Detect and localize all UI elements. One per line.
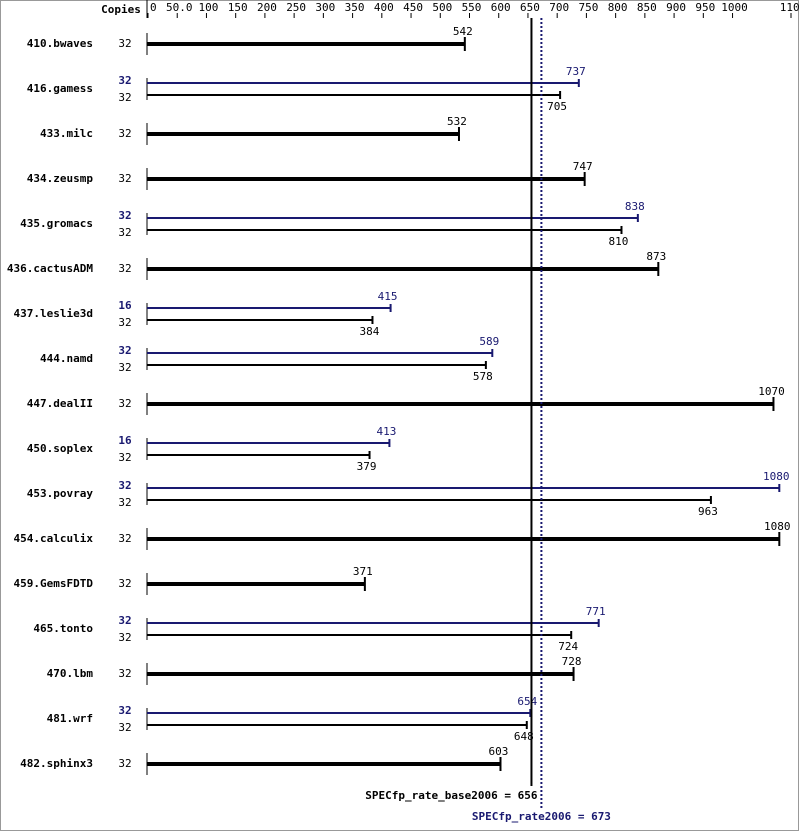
benchmark-label: 410.bwaves	[27, 37, 93, 50]
benchmark-label: 436.cactusADM	[7, 262, 93, 275]
copies-label: 32	[118, 721, 131, 734]
copies-label: 32	[118, 532, 131, 545]
x-tick-label: 100	[199, 1, 219, 14]
copies-label: 32	[118, 127, 131, 140]
value-label: 371	[353, 565, 373, 578]
x-tick-label: 650	[520, 1, 540, 14]
x-tick-label: 900	[666, 1, 686, 14]
benchmark-label: 433.milc	[40, 127, 93, 140]
benchmark-label: 482.sphinx3	[20, 757, 93, 770]
value-label: 1070	[758, 385, 785, 398]
x-tick-label: 450	[403, 1, 423, 14]
x-tick-label: 600	[491, 1, 511, 14]
value-label: 578	[473, 370, 493, 383]
benchmark-label: 470.lbm	[47, 667, 94, 680]
value-label: 810	[609, 235, 629, 248]
copies-label: 32	[118, 577, 131, 590]
copies-label: 32	[118, 361, 131, 374]
x-tick-label: 1000	[721, 1, 748, 14]
value-label: 648	[514, 730, 534, 743]
value-label: 1080	[763, 470, 790, 483]
x-tick-label: 200	[257, 1, 277, 14]
copies-label: 32	[118, 37, 131, 50]
value-label: 873	[646, 250, 666, 263]
copies-label: 16	[118, 299, 132, 312]
copies-label: 32	[118, 614, 131, 627]
x-tick-label: 250	[286, 1, 306, 14]
copies-label: 32	[118, 209, 131, 222]
x-tick-label: 700	[549, 1, 569, 14]
copies-label: 32	[118, 262, 131, 275]
x-tick-label: 150	[228, 1, 248, 14]
copies-label: 32	[118, 704, 131, 717]
value-label: 379	[357, 460, 377, 473]
x-tick-label: 800	[608, 1, 628, 14]
value-label: 589	[479, 335, 499, 348]
x-tick-label: 500	[432, 1, 452, 14]
reference-label: SPECfp_rate_base2006 = 656	[365, 789, 538, 802]
x-tick-label: 550	[462, 1, 482, 14]
value-label: 747	[573, 160, 593, 173]
copies-label: 32	[118, 344, 131, 357]
value-label: 415	[378, 290, 398, 303]
copies-label: 32	[118, 226, 131, 239]
value-label: 724	[558, 640, 578, 653]
value-label: 603	[489, 745, 509, 758]
x-tick-label: 350	[345, 1, 365, 14]
value-label: 384	[360, 325, 380, 338]
copies-label: 32	[118, 496, 131, 509]
value-label: 1080	[764, 520, 791, 533]
copies-label: 32	[118, 316, 131, 329]
value-label: 737	[566, 65, 586, 78]
value-label: 413	[376, 425, 396, 438]
benchmark-label: 435.gromacs	[20, 217, 93, 230]
x-tick-label: 1100	[780, 1, 799, 14]
x-tick-label: 400	[374, 1, 394, 14]
value-label: 728	[562, 655, 582, 668]
value-label: 532	[447, 115, 467, 128]
benchmark-label: 416.gamess	[27, 82, 93, 95]
x-tick-label: 850	[637, 1, 657, 14]
copies-label: 16	[118, 434, 132, 447]
copies-label: 32	[118, 667, 131, 680]
benchmark-label: 450.soplex	[27, 442, 94, 455]
x-tick-label: 750	[578, 1, 598, 14]
value-label: 705	[547, 100, 567, 113]
benchmark-label: 447.dealII	[27, 397, 93, 410]
benchmark-label: 434.zeusmp	[27, 172, 94, 185]
copies-label: 32	[118, 757, 131, 770]
benchmark-label: 481.wrf	[47, 712, 93, 725]
x-tick-label: 950	[695, 1, 715, 14]
copies-header: Copies	[101, 3, 141, 16]
benchmark-label: 444.namd	[40, 352, 93, 365]
copies-label: 32	[118, 451, 131, 464]
copies-label: 32	[118, 74, 131, 87]
benchmark-label: 453.povray	[27, 487, 94, 500]
benchmark-label: 465.tonto	[33, 622, 93, 635]
value-label: 771	[586, 605, 606, 618]
x-tick-label: 300	[315, 1, 335, 14]
value-label: 838	[625, 200, 645, 213]
reference-label: SPECfp_rate2006 = 673	[472, 810, 611, 823]
copies-label: 32	[118, 91, 131, 104]
copies-label: 32	[118, 172, 131, 185]
benchmark-label: 437.leslie3d	[14, 307, 93, 320]
x-tick-label: 50.0	[166, 1, 193, 14]
value-label: 963	[698, 505, 718, 518]
benchmark-label: 459.GemsFDTD	[14, 577, 94, 590]
value-label: 542	[453, 25, 473, 38]
copies-label: 32	[118, 397, 131, 410]
copies-label: 32	[118, 479, 131, 492]
value-label: 654	[517, 695, 537, 708]
x-tick-label: 0	[150, 1, 157, 14]
benchmark-label: 454.calculix	[14, 532, 94, 545]
copies-label: 32	[118, 631, 131, 644]
